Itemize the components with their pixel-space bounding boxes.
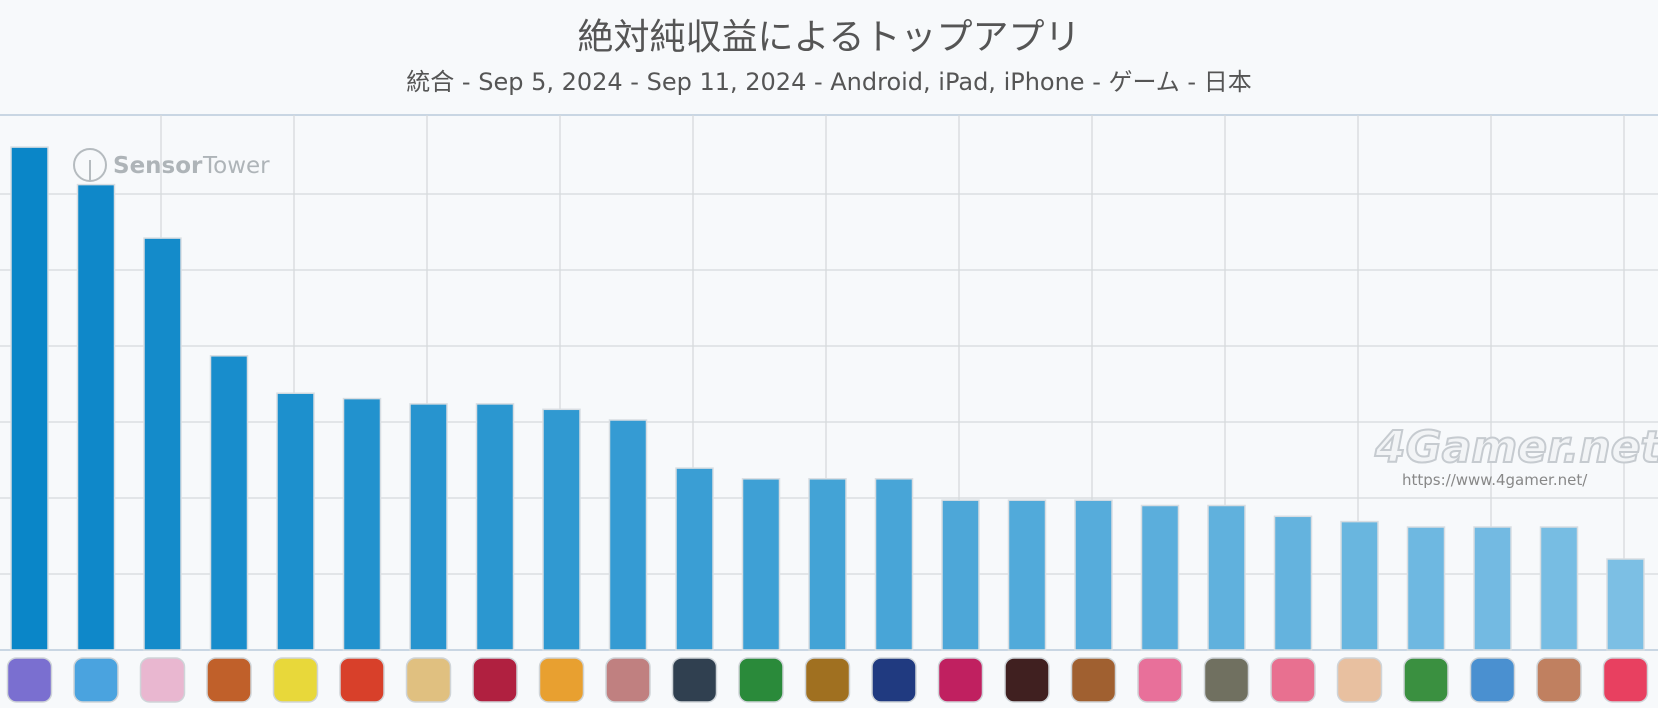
site-watermark: 4Gamer.net https://www.4gamer.net/ <box>1373 421 1658 489</box>
chart-subtitle: 統合 - Sep 5, 2024 - Sep 11, 2024 - Androi… <box>406 68 1252 96</box>
bar-18 <box>1140 504 1180 651</box>
app-icon-24 <box>1536 657 1582 703</box>
bar-25 <box>1606 558 1645 651</box>
app-icon-21 <box>1336 657 1383 703</box>
app-icon-15 <box>937 657 984 703</box>
bar-17 <box>1074 499 1113 651</box>
bar-24 <box>1539 526 1579 651</box>
app-icon-10 <box>605 657 651 703</box>
app-icon-14 <box>871 657 917 703</box>
app-icon-19 <box>1203 657 1250 703</box>
bar-16 <box>1007 499 1047 651</box>
bar-8 <box>475 403 515 651</box>
bar-21 <box>1340 520 1379 651</box>
bar-11 <box>675 467 714 651</box>
app-icon-22 <box>1403 657 1449 703</box>
app-icon-11 <box>671 657 718 703</box>
app-icon-4 <box>206 657 252 703</box>
app-icon-16 <box>1004 657 1050 703</box>
app-icon-20 <box>1270 657 1316 703</box>
bars <box>10 146 1645 651</box>
bar-5 <box>276 392 315 651</box>
site-watermark-url: https://www.4gamer.net/ <box>1402 471 1588 489</box>
app-icons <box>6 657 1649 703</box>
app-icon-9 <box>538 657 585 703</box>
app-icon-3 <box>139 657 186 703</box>
app-icon-17 <box>1070 657 1117 703</box>
app-icon-18 <box>1137 657 1183 703</box>
bar-10 <box>608 419 648 651</box>
app-icon-23 <box>1469 657 1516 703</box>
bar-23 <box>1473 526 1512 651</box>
bar-12 <box>741 478 781 651</box>
bar-9 <box>542 408 581 651</box>
bar-4 <box>209 355 249 651</box>
app-icon-5 <box>272 657 319 703</box>
bar-15 <box>941 499 980 651</box>
bar-1 <box>10 146 49 651</box>
bar-6 <box>342 397 382 651</box>
app-icon-13 <box>804 657 851 703</box>
app-icon-7 <box>405 657 452 703</box>
sensor-tower-label-b: Tower <box>202 153 270 179</box>
app-icon-1 <box>6 657 53 703</box>
app-icon-8 <box>472 657 518 703</box>
bar-19 <box>1207 504 1246 651</box>
chart-title: 絶対純収益によるトップアプリ <box>577 17 1081 58</box>
sensor-tower-watermark: Sensor Tower <box>73 148 270 182</box>
bar-22 <box>1406 526 1446 651</box>
bar-2 <box>76 183 116 651</box>
bar-13 <box>808 478 847 651</box>
app-icon-6 <box>339 657 385 703</box>
app-icon-12 <box>738 657 784 703</box>
bar-20 <box>1273 515 1313 651</box>
app-icon-2 <box>73 657 119 703</box>
bar-3 <box>143 237 182 651</box>
app-icon-25 <box>1602 657 1649 703</box>
bar-14 <box>874 478 914 651</box>
sensor-tower-label-a: Sensor <box>113 153 203 179</box>
site-watermark-label: 4Gamer.net <box>1374 422 1658 473</box>
bar-7 <box>409 403 448 651</box>
